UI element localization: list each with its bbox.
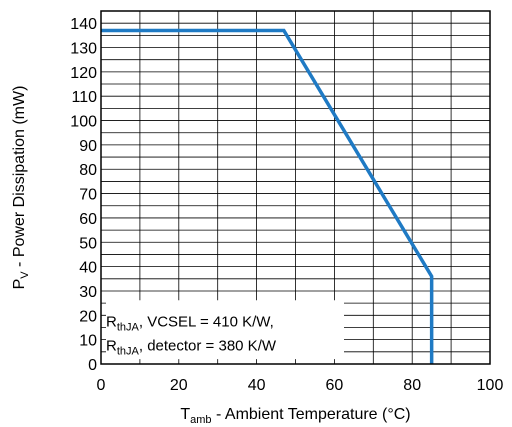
y-axis-title-sub: V: [19, 271, 31, 279]
data-series: [101, 28, 434, 364]
y-tick-label: 30: [79, 284, 97, 301]
annotation-line-1-sub: thJA: [117, 321, 140, 333]
annotation-line-1-rest: , VCSEL = 410 K/W,: [139, 313, 274, 330]
annotation-background: [106, 300, 344, 360]
x-tick-label: 80: [403, 377, 421, 394]
annotation-line-2-main: R: [106, 338, 117, 355]
x-tick-label: 0: [97, 377, 106, 394]
y-tick-label: 40: [79, 260, 97, 277]
y-tick-label: 50: [79, 235, 97, 252]
y-tick-label: 20: [79, 308, 97, 325]
y-tick-label: 130: [70, 41, 97, 58]
y-axis-title: PV - Power Dissipation (mW): [11, 86, 31, 290]
y-tick-label: 90: [79, 138, 97, 155]
annotation-line-2-rest: , detector = 380 K/W: [139, 338, 277, 355]
y-tick-label: 120: [70, 65, 97, 82]
y-tick-label: 0: [88, 357, 97, 374]
y-tick-labels: 0 10 20 30 40 50 60 70 80 90 100 110 120 130 140: [70, 16, 97, 374]
y-tick-label: 80: [79, 162, 97, 179]
x-axis-title: Tamb - Ambient Temperature (°C): [180, 406, 410, 426]
x-tick-label: 60: [326, 377, 344, 394]
x-tick-label: 20: [170, 377, 188, 394]
x-axis-title-rest: - Ambient Temperature (°C): [212, 406, 411, 423]
y-tick-label: 100: [70, 114, 97, 131]
y-tick-label: 60: [79, 211, 97, 228]
x-tick-label: 40: [248, 377, 266, 394]
annotation-line-2-sub: thJA: [117, 346, 140, 358]
y-tick-label: 10: [79, 333, 97, 350]
plot-frame: [100, 10, 491, 365]
x-tick-label: 100: [477, 377, 504, 394]
y-tick-label: 110: [71, 89, 97, 106]
y-axis-title-main: P: [11, 279, 28, 290]
y-tick-label: 140: [70, 16, 97, 33]
annotation-box: RthJA, VCSEL = 410 K/W, RthJA, detector …: [106, 300, 344, 360]
y-tick-label: 70: [79, 187, 97, 204]
y-axis-title-rest: - Power Dissipation (mW): [11, 86, 28, 272]
x-axis-title-main: T: [180, 406, 190, 423]
x-tick-labels: 0 20 40 60 80 100: [97, 377, 504, 394]
x-axis-title-sub: amb: [190, 414, 211, 426]
annotation-line-1: RthJA, VCSEL = 410 K/W,: [106, 313, 274, 333]
derating-curve: [101, 28, 434, 364]
annotation-line-2: RthJA, detector = 380 K/W: [106, 338, 277, 358]
annotation-line-1-main: R: [106, 313, 117, 330]
